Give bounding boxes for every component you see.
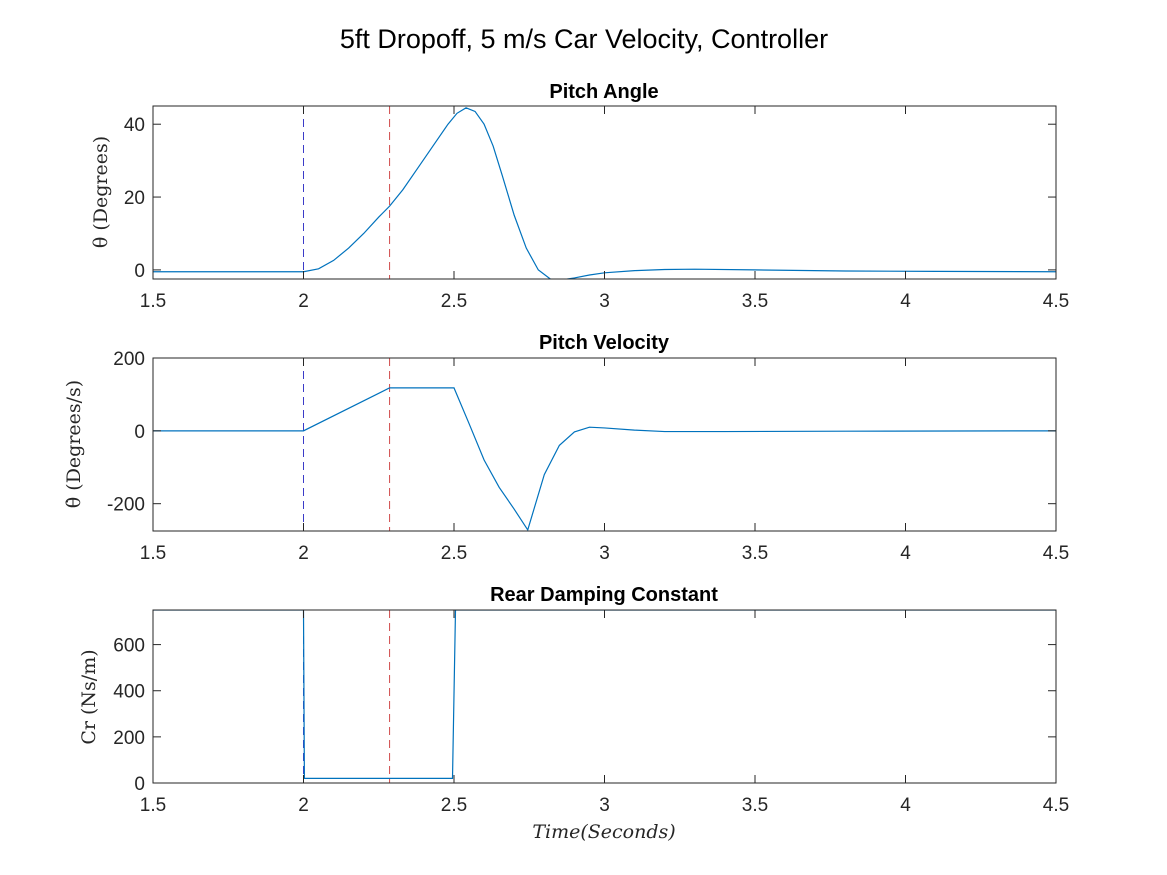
x-tick-label: 3 (599, 795, 610, 816)
x-tick-label: 4.5 (1043, 291, 1069, 312)
x-tick-label: 2.5 (441, 543, 467, 564)
figure-title: 5ft Dropoff, 5 m/s Car Velocity, Control… (340, 24, 828, 54)
x-tick-label: 3.5 (742, 795, 768, 816)
y-tick-label: 0 (134, 774, 145, 795)
x-tick-label: 4 (900, 795, 911, 816)
y-axis-label: θ̇ (Degrees/s) (63, 380, 85, 508)
x-tick-label: 3 (599, 543, 610, 564)
series-line (153, 610, 1056, 779)
y-tick-label: 40 (124, 115, 145, 136)
x-tick-label: 3.5 (742, 543, 768, 564)
x-tick-label: 3.5 (742, 291, 768, 312)
series-line (153, 387, 1056, 531)
x-axis-label: Time(Seconds) (532, 821, 675, 843)
y-tick-label: 200 (113, 728, 145, 749)
panel-rear-damping-constant: Rear Damping Constant Cr (Ns/m) Time(Sec… (78, 584, 1069, 843)
y-tick-label: -200 (107, 495, 145, 516)
x-tick-label: 2 (298, 543, 309, 564)
x-tick-label: 4 (900, 291, 911, 312)
x-tick-label: 4.5 (1043, 543, 1069, 564)
y-tick-label: 400 (113, 682, 145, 703)
x-tick-label: 4 (900, 543, 911, 564)
x-tick-label: 1.5 (140, 543, 166, 564)
x-tick-label: 3 (599, 291, 610, 312)
panel-title: Rear Damping Constant (490, 584, 718, 606)
y-tick-label: 0 (134, 422, 145, 443)
x-tick-label: 2 (298, 291, 309, 312)
y-tick-label: 0 (134, 261, 145, 282)
x-tick-label: 4.5 (1043, 795, 1069, 816)
y-tick-label: 20 (124, 188, 145, 209)
x-tick-label: 1.5 (140, 291, 166, 312)
y-axis-label: Cr (Ns/m) (78, 649, 100, 744)
panel-pitch-angle: Pitch Angle θ (Degrees) 1.5 2 2.5 3 3.5 4 4.5 0… (90, 81, 1069, 312)
y-tick-label: 600 (113, 636, 145, 657)
y-axis-label: θ (Degrees) (90, 136, 112, 248)
x-tick-label: 2.5 (441, 291, 467, 312)
x-tick-label: 2.5 (441, 795, 467, 816)
x-tick-label: 1.5 (140, 795, 166, 816)
panel-title: Pitch Velocity (539, 332, 670, 354)
panel-title: Pitch Angle (549, 81, 658, 103)
y-tick-label: 200 (113, 349, 145, 370)
series-line (153, 107, 1056, 279)
x-tick-label: 2 (298, 795, 309, 816)
panel-pitch-velocity: Pitch Velocity θ̇ (Degrees/s) 1.5 2 2.5 3 3.… (63, 332, 1069, 564)
